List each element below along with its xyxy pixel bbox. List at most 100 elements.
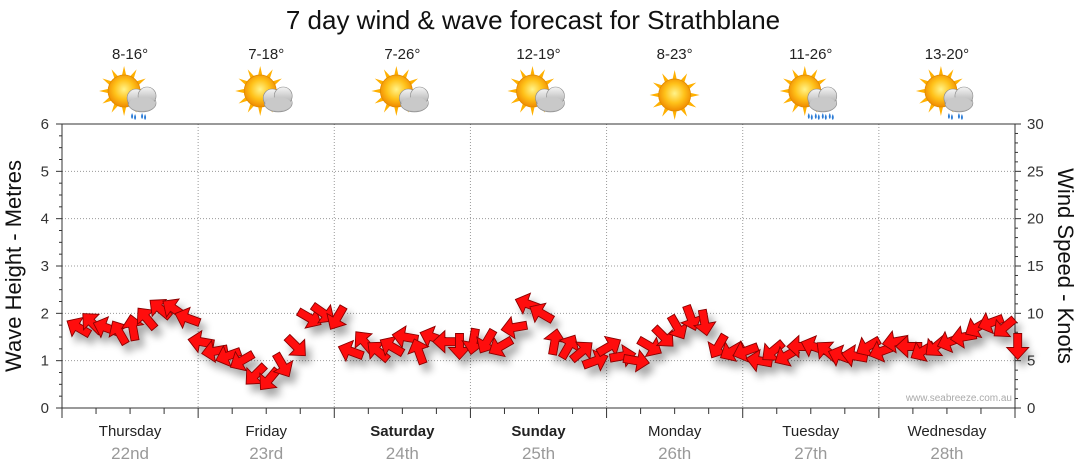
sun-ray [507,88,517,94]
sun-ray [919,78,929,85]
wind-arrow [379,335,406,358]
sun-ray [266,69,273,79]
sun-ray [238,78,248,85]
day-temp-range: 12-19° [516,46,560,63]
sun-ray [938,66,944,76]
sun-ray [272,78,282,85]
rain-drop [131,113,134,119]
sun-ray [374,97,384,104]
sun-ray [947,69,954,79]
sun-ray [371,88,381,94]
sun-ray [662,107,669,117]
sun-ray [687,82,697,89]
rain-drop [817,114,820,120]
wind-arrow [272,351,294,378]
wind-arrow [543,328,567,356]
sun-ray [258,66,263,76]
sun-ray [520,69,527,79]
day-date-label: 25th [522,444,555,463]
day-date-label: 22nd [111,444,149,463]
cloud [535,86,565,113]
wind-arrow [529,302,556,324]
wind-arrow [488,335,515,358]
sun-ray [672,70,677,80]
rain-drop [828,113,831,119]
wind-arrow [622,348,650,373]
right-tick-label: 10 [1027,305,1044,322]
sun-ray [928,103,935,113]
sunny-icon [649,70,700,120]
day-name-label: Saturday [370,423,435,440]
wind-arrow [993,315,1018,338]
sun-ray [258,106,263,116]
sun-ray [538,69,545,79]
sun-disc [658,78,692,112]
sun-ray [652,101,662,108]
right-tick-label: 30 [1027,116,1044,133]
right-tick-label: 5 [1027,353,1035,370]
wind-arrow [174,306,202,330]
wind-arrow [245,362,268,385]
cloud [262,86,293,113]
day-date-label: 27th [794,444,827,463]
sun-ray [136,78,146,85]
sun-ray [783,78,793,85]
rain-drop [807,113,810,119]
sun-ray [928,69,935,79]
wind-arrow [881,329,910,354]
sun-ray [383,103,391,113]
cloud [807,86,838,113]
wind-arrow [391,325,420,349]
day-temp-range: 13-20° [925,46,969,63]
sun-ray [520,103,527,113]
day-temp-range: 7-26° [384,46,420,63]
day-date-label: 23rd [249,444,283,463]
wind-arrow [732,340,760,363]
wind-arrow [666,313,689,340]
rain-drop [950,114,953,120]
rain-drop [814,113,817,119]
watermark: www.seabreeze.com.au [905,393,1012,404]
right-tick-label: 15 [1027,258,1044,275]
sun-ray [672,110,677,120]
left-tick-label: 1 [41,353,49,370]
day-temp-range: 7-18° [248,46,284,63]
sun-ray [680,73,688,83]
wind-arrow [295,307,322,329]
sun-ray [402,69,409,79]
day-temp-range: 11-26° [789,46,832,63]
showers-icon [915,66,974,120]
partly-cloudy-icon [371,66,429,116]
sun-ray [238,97,248,104]
day-date-label: 28th [930,444,963,463]
rain-drop [144,114,147,120]
day-name-label: Monday [648,423,702,440]
sun-ray [102,78,112,85]
sun-ray [779,88,789,94]
wind-arrow [66,316,93,339]
wind-arrow [367,341,392,364]
partly-cloudy-icon [235,66,293,116]
sun-ray [247,103,255,113]
sun-ray [938,106,944,116]
wind-arrow [500,315,529,340]
wind-arrow [1005,333,1030,361]
wind-arrow [136,307,159,332]
sun-ray [121,66,127,76]
sun-ray [792,103,799,113]
sun-ray [111,103,118,113]
sun-ray [649,92,659,98]
sun-ray [652,82,662,89]
showers-icon [99,66,157,120]
sun-ray [662,73,669,83]
wind-arrow [679,303,703,331]
wind-arrow [283,333,306,357]
sun-ray [121,106,127,116]
left-tick-label: 6 [41,116,49,133]
sun-ray [510,97,520,104]
sun-ray [111,69,118,79]
sun-ray [810,69,818,79]
rain-drop [957,113,960,119]
sun-ray [510,78,520,85]
